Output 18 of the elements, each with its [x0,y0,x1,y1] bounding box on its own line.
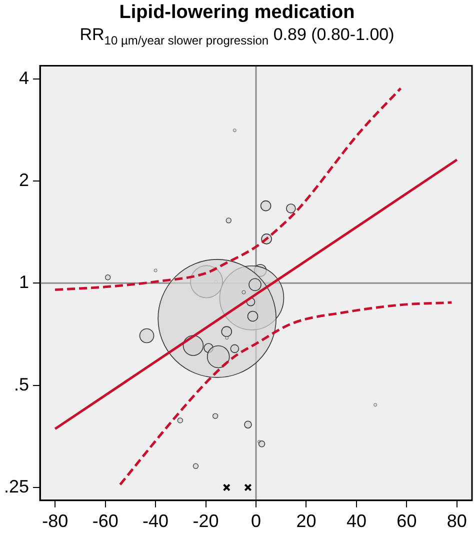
line-series [118,302,453,486]
x-tick-label: -60 [92,512,118,532]
x-tick-label: -20 [192,512,219,532]
x-tick-label: 60 [396,512,417,532]
x-tick-label: -80 [42,512,68,532]
chart-subtitle: RR$_{10 µm/year slower progression}$ 0.89 (0.80-1.00) [78,24,396,50]
x-tick-label: 40 [346,512,366,532]
x-tick-label: 80 [446,512,467,532]
y-tick-label: .25 [4,476,30,497]
chart-title: Lipid-lowering medication [118,1,356,24]
line-series [54,87,402,292]
y-tick-label: 1 [19,272,30,293]
y-tick-label: 2 [19,170,30,190]
y-tick-label: .5 [14,374,30,395]
x-tick-label: 20 [296,512,316,532]
x-tick-label: 0 [251,512,262,532]
y-tick-label: 4 [19,68,30,88]
x-tick-label: -40 [142,512,169,532]
